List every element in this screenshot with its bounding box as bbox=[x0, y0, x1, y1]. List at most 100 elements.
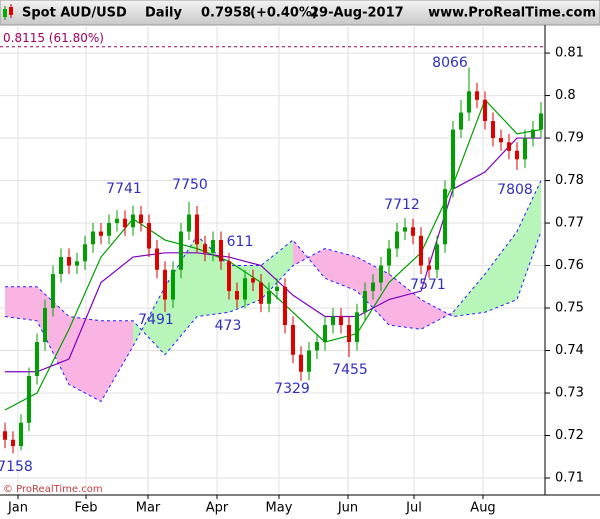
annotation: 7712 bbox=[384, 197, 420, 213]
candle-body bbox=[131, 214, 135, 228]
annotation: 7750 bbox=[172, 177, 208, 193]
candle-body bbox=[123, 218, 127, 228]
cloud-segment bbox=[421, 299, 453, 330]
candle-body bbox=[91, 231, 95, 245]
candle-body bbox=[179, 231, 183, 270]
candle-body bbox=[155, 248, 159, 270]
cloud-segment bbox=[101, 320, 133, 402]
candle-body bbox=[243, 278, 247, 300]
candle-body bbox=[403, 227, 407, 232]
x-tick-label: Feb bbox=[74, 501, 97, 516]
cloud-segment bbox=[133, 286, 165, 355]
last-price: 0.7958 bbox=[201, 6, 251, 21]
annotation: 8066 bbox=[432, 55, 468, 71]
candle-body bbox=[499, 138, 503, 143]
candle-body bbox=[539, 113, 543, 130]
candle-body bbox=[491, 121, 495, 139]
candle-body bbox=[387, 248, 391, 266]
cloud-segment bbox=[69, 316, 101, 402]
candle-body bbox=[315, 342, 319, 351]
candle-body bbox=[235, 291, 239, 300]
annotation: 7808 bbox=[497, 182, 533, 198]
candle-body bbox=[267, 291, 271, 304]
x-tick-label: Jan bbox=[7, 501, 28, 516]
candle-body bbox=[283, 286, 287, 326]
x-tick-label: Apr bbox=[206, 501, 229, 516]
y-tick-label: 0.78 bbox=[555, 173, 584, 188]
y-tick-label: 0.8 bbox=[555, 88, 576, 103]
candle-body bbox=[211, 240, 215, 253]
candle-body bbox=[331, 316, 335, 326]
cloud-segment bbox=[5, 286, 37, 321]
candle-body bbox=[371, 282, 375, 292]
y-tick-label: 0.79 bbox=[555, 131, 584, 146]
x-tick-label: Mar bbox=[136, 501, 161, 516]
symbol: Spot AUD/USD bbox=[22, 6, 127, 21]
y-tick-label: 0.75 bbox=[555, 301, 584, 316]
date: 29-Aug-2017 bbox=[310, 6, 404, 21]
candle-body bbox=[507, 142, 511, 151]
period: Daily bbox=[145, 6, 182, 21]
candle-body bbox=[51, 274, 55, 309]
cloud-segment bbox=[453, 274, 485, 317]
candle-body bbox=[227, 261, 231, 292]
y-tick-label: 0.77 bbox=[555, 216, 584, 231]
candle-body bbox=[299, 354, 303, 372]
annotation: 7491 bbox=[138, 312, 174, 328]
y-tick-label: 0.74 bbox=[555, 343, 584, 358]
change: (+0.40%) bbox=[250, 6, 318, 21]
site: www.ProRealTime.com bbox=[428, 6, 596, 21]
y-tick-label: 0.81 bbox=[555, 46, 584, 61]
x-tick-label: May bbox=[266, 501, 293, 516]
cloud-segment bbox=[165, 235, 197, 355]
candle-body bbox=[43, 308, 47, 343]
candle-body bbox=[203, 244, 207, 253]
candle-body bbox=[219, 240, 223, 262]
candle-body bbox=[195, 214, 199, 245]
cloud-segment bbox=[389, 274, 421, 330]
y-tick-label: 0.73 bbox=[555, 386, 584, 401]
candle-body bbox=[59, 257, 63, 275]
y-tick-label: 0.72 bbox=[555, 428, 584, 443]
annotation: 7571 bbox=[410, 277, 446, 293]
candle-body bbox=[259, 282, 263, 304]
annotation: 611 bbox=[227, 234, 254, 250]
candle-body bbox=[459, 112, 463, 130]
x-tick-label: Jun bbox=[337, 501, 358, 516]
candle-body bbox=[3, 431, 7, 440]
plot-area: 0.8115 (61.80%) 7158 7741 7750 7491 611 473 732… bbox=[0, 25, 545, 495]
cloud-segment bbox=[325, 248, 357, 292]
candle-body bbox=[443, 189, 447, 245]
candle-body bbox=[187, 214, 191, 232]
candle-body bbox=[451, 129, 455, 190]
x-tick-label: Jul bbox=[405, 501, 422, 516]
cloud-segment bbox=[485, 231, 517, 313]
candle-body bbox=[107, 223, 111, 236]
candle-body bbox=[395, 231, 399, 249]
candle-body bbox=[251, 278, 255, 283]
annotation: 7741 bbox=[106, 181, 142, 197]
annotation: 7329 bbox=[274, 381, 310, 397]
candle-body bbox=[515, 150, 519, 160]
candle-body bbox=[35, 342, 39, 377]
candle-body bbox=[419, 235, 423, 266]
candle-body bbox=[307, 350, 311, 372]
candle-body bbox=[427, 265, 431, 270]
annotation: 473 bbox=[215, 318, 242, 334]
candle-body bbox=[19, 422, 23, 447]
candle-body bbox=[99, 231, 103, 236]
candle-body bbox=[275, 286, 279, 292]
candle-body bbox=[475, 91, 479, 100]
candle-body bbox=[11, 439, 15, 447]
candle-body bbox=[363, 291, 367, 313]
candle-body bbox=[83, 244, 87, 262]
watermark: © ProRealTime.com bbox=[3, 484, 103, 495]
candle-body bbox=[355, 312, 359, 343]
candle-body bbox=[147, 223, 151, 249]
candle-body bbox=[483, 99, 487, 122]
candle-body bbox=[379, 265, 383, 283]
header-bar bbox=[0, 0, 600, 26]
cloud-segment bbox=[517, 180, 541, 300]
cloud-segment bbox=[293, 240, 325, 279]
